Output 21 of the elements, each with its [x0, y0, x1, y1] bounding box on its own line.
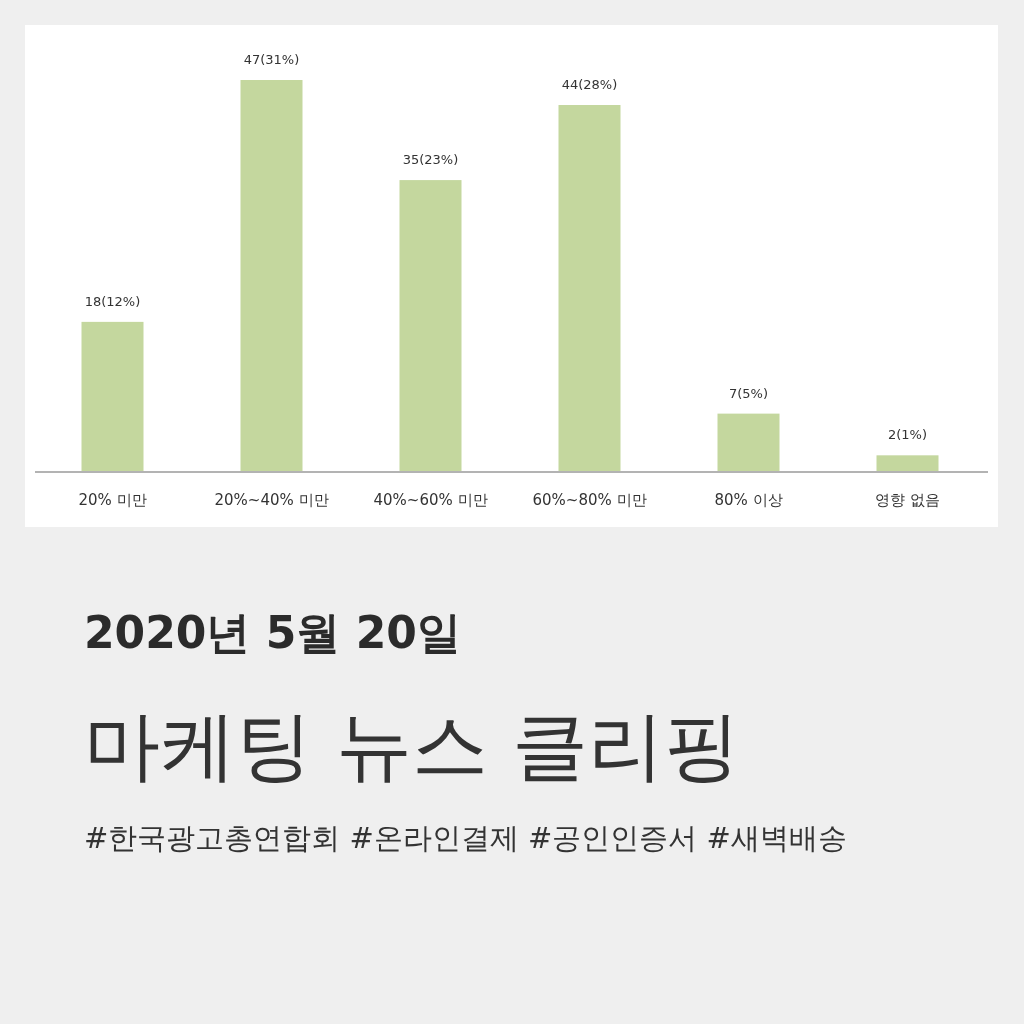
data-label: 44(28%) [561, 77, 618, 93]
text: 마케팅 뉴스 클리핑 [84, 701, 741, 790]
data-label: 35(23%) [402, 152, 459, 168]
x-tick-label: 60%~80% 미만 [532, 491, 647, 509]
bar [876, 455, 939, 472]
bar [717, 413, 780, 472]
text: 2020년 5월 20일 [84, 607, 461, 658]
text: #한국광고총연합회 #온라인결제 #공인인증서 #새벽배송 [84, 821, 847, 855]
data-label: 2(1%) [887, 427, 928, 443]
bar [240, 80, 303, 472]
x-tick-label: 40%~60% 미만 [373, 491, 488, 509]
x-tick-label: 80% 이상 [714, 491, 783, 509]
bar [558, 105, 621, 472]
x-tick-label: 영향 없음 [875, 491, 940, 509]
data-label: 7(5%) [728, 385, 769, 401]
x-tick-label: 20% 미만 [78, 491, 147, 509]
data-label: 47(31%) [243, 52, 300, 67]
data-label: 18(12%) [84, 293, 141, 309]
bar [399, 180, 462, 472]
x-tick-label: 20%~40% 미만 [214, 491, 329, 509]
bar [81, 321, 144, 472]
